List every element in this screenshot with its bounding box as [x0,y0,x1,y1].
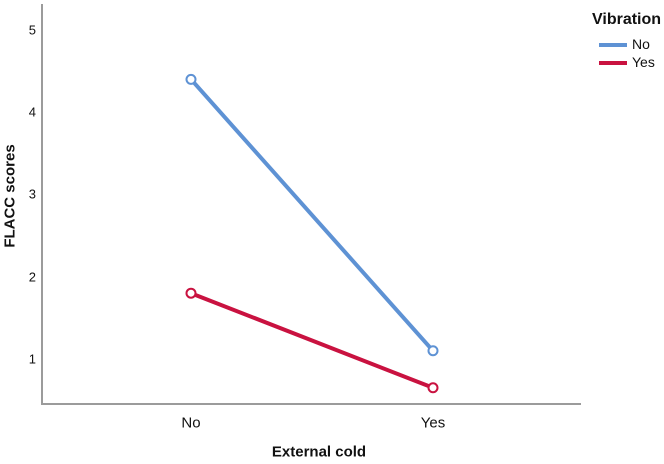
y-tick-label-3: 3 [28,186,36,202]
series-line-vibration-yes [189,291,435,390]
series-line-vibration-no [189,77,435,353]
y-tick-label-2: 2 [28,269,36,285]
y-tick-label-4: 4 [28,104,36,120]
legend-item-yes: Yes [599,55,664,70]
legend-label-yes: Yes [632,54,655,70]
x-axis-title: External cold [271,443,367,461]
x-category-label-yes: Yes [420,414,446,432]
y-tick-label-1: 1 [28,351,36,367]
data-point-vibration-yes-cold-no [185,287,197,299]
legend-label-no: No [632,36,650,52]
legend-item-no: No [599,37,664,52]
legend-swatch-yes-icon [599,60,627,65]
data-point-vibration-no-cold-yes [427,345,439,357]
x-category-label-no: No [181,414,201,432]
legend-title: Vibration [592,11,662,28]
legend-swatch-no-icon [599,42,627,47]
data-point-vibration-no-cold-no [185,73,197,85]
y-axis-title: FLACC scores [1,144,19,248]
legend: Vibration No Yes [592,12,664,70]
data-point-vibration-yes-cold-yes [427,382,439,394]
y-tick-label-5: 5 [28,22,36,38]
